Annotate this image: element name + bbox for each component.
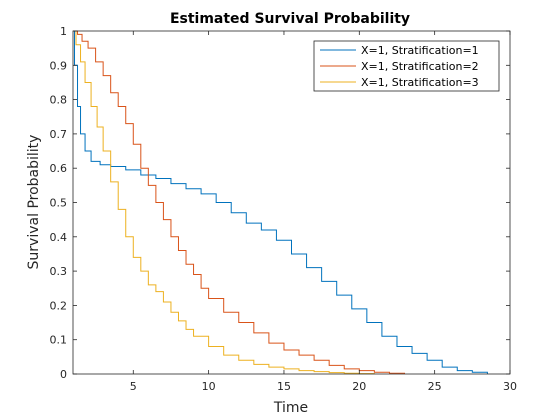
y-tick-label: 0.7 [50,128,68,141]
y-tick-label: 0.1 [50,334,68,347]
legend-entry-1: X=1, Stratification=1 [361,44,479,57]
legend-entry-2: X=1, Stratification=2 [361,60,479,73]
y-tick-label: 0.9 [50,59,68,72]
series-line-3 [73,30,375,375]
y-tick-label: 0.3 [50,265,68,278]
series-layer [73,30,488,375]
series-line-2 [73,30,406,374]
chart-title: Estimated Survival Probability [170,11,410,27]
x-tick-label: 20 [352,380,366,393]
x-tick-label: 25 [428,380,442,393]
y-tick-label: 0.6 [50,162,68,175]
x-tick-label: 10 [202,380,216,393]
legend-entry-3: X=1, Stratification=3 [361,76,479,89]
y-tick-label: 0.4 [50,231,68,244]
y-tick-label: 0.8 [50,94,68,107]
x-tick-label: 15 [277,380,291,393]
y-tick-label: 0 [60,368,67,381]
y-tick-label: 1 [60,25,67,38]
ticks-layer: 5 10 15 20 25 30 0 0.1 0.2 0.3 0.4 0.5 0.6 0.7 0.8 0.9 1 [50,25,518,393]
legend: X=1, Stratification=1 X=1, Stratification… [313,40,500,92]
x-tick-label: 5 [130,380,137,393]
y-axis-label: Survival Probability [26,135,42,270]
series-line-1 [73,30,488,374]
x-tick-label: 30 [503,380,517,393]
x-axis-label: Time [273,400,308,416]
y-tick-label: 0.2 [50,299,68,312]
y-tick-label: 0.5 [50,197,68,210]
